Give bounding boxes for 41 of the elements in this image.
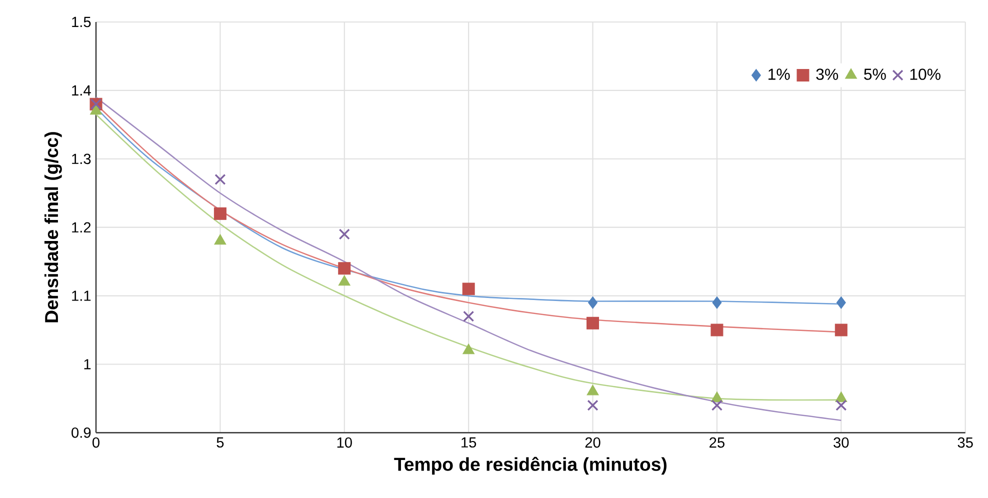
point [338, 228, 350, 240]
point [214, 207, 226, 220]
legend-label: 10% [910, 68, 940, 80]
x-tick-label: 10 [337, 437, 352, 448]
point [836, 296, 846, 309]
point [836, 400, 847, 411]
point [462, 344, 475, 354]
point [712, 296, 722, 309]
y-tick-label: 1.5 [72, 16, 91, 28]
point [710, 324, 724, 336]
point [463, 310, 474, 322]
y-axis-title: Densidade final (g/cc) [44, 132, 62, 322]
point [587, 400, 598, 411]
legend-label: 5% [864, 68, 886, 80]
x-tick-label: 0 [92, 437, 100, 448]
legend-label: 1% [768, 68, 790, 80]
x-tick-label: 25 [710, 437, 724, 448]
x-axis-title: Tempo de residência (minutos) [394, 456, 666, 475]
point [586, 384, 599, 396]
point [338, 275, 350, 286]
y-tick-label: 1 [84, 359, 91, 370]
y-tick-label: 1.1 [72, 290, 91, 301]
y-tick-label: 1.3 [72, 154, 91, 164]
point [586, 316, 600, 330]
x-tick-label: 30 [834, 437, 849, 448]
legend-label: 3% [816, 68, 838, 80]
point [462, 282, 475, 296]
point [338, 262, 351, 275]
point [90, 104, 102, 115]
x-tick-label: 15 [462, 437, 476, 448]
point [834, 324, 848, 336]
y-tick-label: 1.4 [72, 85, 91, 96]
x-tick-label: 35 [958, 437, 973, 448]
y-tick-label: 1.2 [72, 222, 91, 232]
point [214, 234, 226, 245]
x-tick-label: 5 [216, 437, 224, 448]
x-tick-label: 20 [585, 437, 600, 448]
point [711, 400, 723, 411]
y-tick-label: 0.9 [72, 428, 91, 438]
point [214, 174, 226, 185]
point [588, 296, 598, 309]
